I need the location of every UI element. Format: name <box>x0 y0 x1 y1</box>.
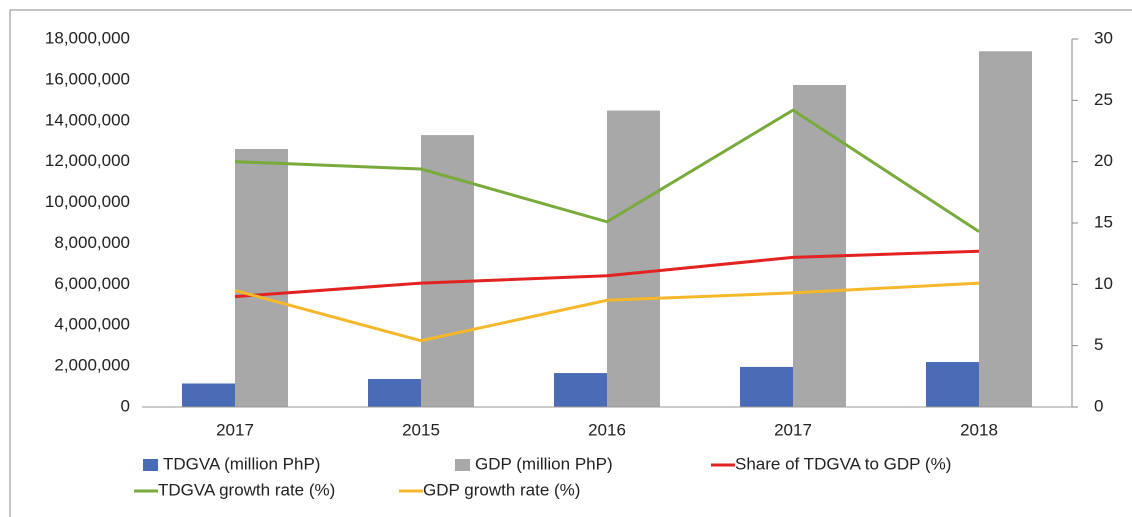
y-tick-label: 4,000,000 <box>54 315 130 334</box>
legend-label: TDGVA (million PhP) <box>163 454 320 473</box>
y2-tick-label: 10 <box>1094 274 1113 293</box>
bar <box>979 51 1032 408</box>
y2-tick-label: 20 <box>1094 151 1113 170</box>
y-tick-label: 8,000,000 <box>54 233 130 252</box>
y2-tick-label: 15 <box>1094 212 1113 231</box>
x-tick-label: 2015 <box>402 420 440 439</box>
y-tick-label: 6,000,000 <box>54 274 130 293</box>
y-tick-label: 12,000,000 <box>45 151 130 170</box>
y2-tick-label: 30 <box>1094 28 1113 47</box>
x-tick-label: 2017 <box>216 420 254 439</box>
line <box>234 108 980 233</box>
bar <box>740 366 793 407</box>
y-tick-label: 0 <box>121 396 130 415</box>
x-tick-label: 2018 <box>960 420 998 439</box>
legend-swatch <box>455 459 470 471</box>
x-tick-label: 2016 <box>588 420 626 439</box>
line <box>234 249 980 299</box>
legend-label: Share of TDGVA to GDP (%) <box>735 454 951 473</box>
bar <box>235 148 288 408</box>
y-tick-label: 16,000,000 <box>45 69 130 88</box>
line <box>234 281 980 343</box>
bar <box>793 85 846 407</box>
x-tick-label: 2017 <box>774 420 812 439</box>
legend-swatch <box>143 459 158 471</box>
bar <box>368 378 421 407</box>
legend-label: GDP growth rate (%) <box>423 480 580 499</box>
y-tick-label: 10,000,000 <box>45 192 130 211</box>
y-tick-label: 14,000,000 <box>45 110 130 129</box>
y-tick-label: 2,000,000 <box>54 356 130 375</box>
bar <box>926 362 979 407</box>
legend-label: TDGVA growth rate (%) <box>158 480 335 499</box>
legend-label: GDP (million PhP) <box>475 454 613 473</box>
y2-tick-label: 25 <box>1094 90 1113 109</box>
bar <box>607 110 660 408</box>
y2-tick-label: 5 <box>1094 335 1103 354</box>
y-tick-label: 18,000,000 <box>45 28 130 47</box>
bar <box>182 383 235 407</box>
bar <box>554 373 607 407</box>
y2-tick-label: 0 <box>1094 396 1103 415</box>
